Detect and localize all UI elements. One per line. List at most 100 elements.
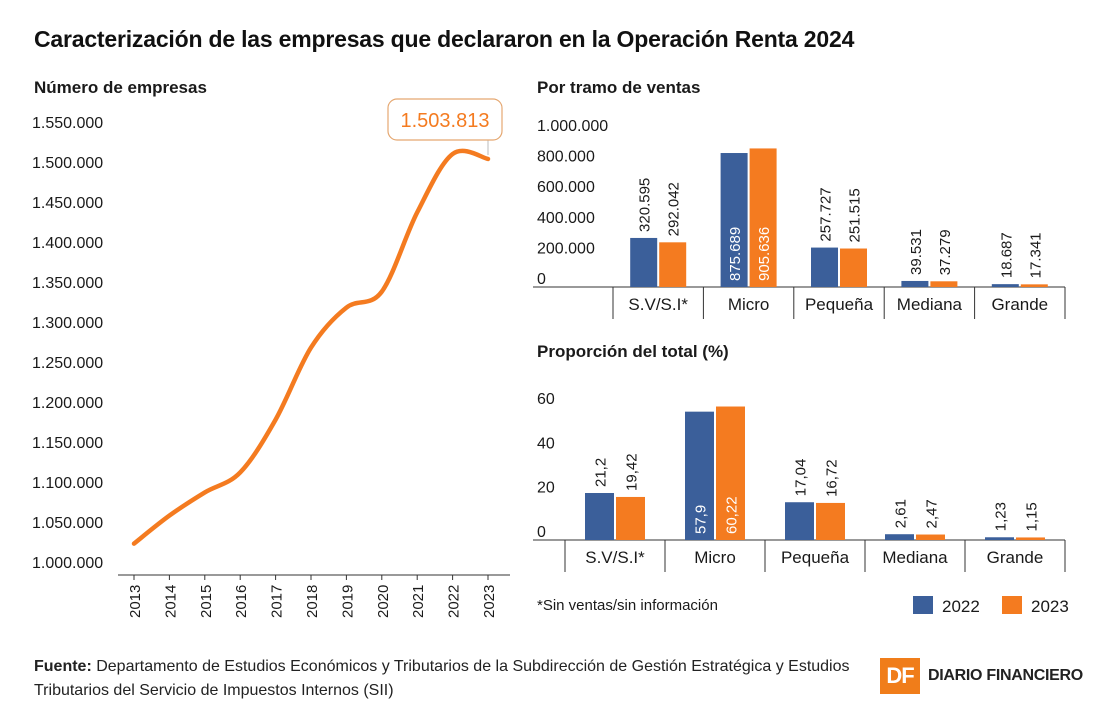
y-tick-label: 1.350.000	[32, 275, 103, 292]
bar-2022-Micro	[685, 411, 714, 540]
bar-2023-S.V/S.I*	[659, 242, 687, 287]
bar-2023-Micro	[716, 406, 745, 540]
bar-data-label: 1,23	[993, 502, 1010, 531]
legend-swatch-2022	[913, 596, 933, 614]
page-title: Caracterización de las empresas que decl…	[34, 26, 855, 52]
x-tick-label: 2022	[446, 585, 463, 618]
source-note: Fuente: Departamento de Estudios Económi…	[34, 655, 854, 703]
legend-label-2022: 2022	[942, 597, 980, 616]
x-tick-label: 2021	[410, 585, 427, 618]
bar-2022-Micro	[720, 153, 748, 287]
charts-canvas: Número de empresas 1.000.000 1.050.000 1.10…	[32, 78, 1069, 618]
bar-data-label: 905.636	[756, 227, 773, 281]
category-label: Grande	[987, 548, 1044, 567]
source-text: Departamento de Estudios Económicos y Tr…	[34, 658, 850, 699]
bar-chart-title: Por tramo de ventas	[537, 78, 700, 97]
bar-data-label: 17,04	[793, 459, 810, 497]
x-tick-label: 2016	[233, 585, 250, 618]
y-tick-label: 40	[537, 435, 555, 452]
callout-box	[387, 98, 503, 141]
x-tick-label: 2014	[162, 585, 179, 618]
bar-2023-Grande	[1020, 284, 1048, 287]
bar-2022-Pequeña	[785, 502, 814, 540]
bar-data-label: 17.341	[1027, 232, 1044, 278]
callout-value-label: 1.503.813	[401, 110, 490, 132]
bar-data-label: 875.689	[727, 227, 744, 281]
bar-2022-S.V/S.I*	[630, 237, 658, 287]
legend-label-2023: 2023	[1031, 597, 1069, 616]
legend-swatch-2023	[1002, 596, 1022, 614]
y-tick-label: 400.000	[537, 210, 595, 227]
x-tick-label: 2017	[269, 585, 286, 618]
bar-data-label: 60,22	[724, 496, 741, 534]
y-tick-label: 1.400.000	[32, 235, 103, 252]
bar-2022-Grande	[991, 284, 1019, 287]
y-tick-label: 200.000	[537, 240, 595, 257]
category-label: Mediana	[882, 548, 948, 567]
bar-chart-title: Proporción del total (%)	[537, 342, 729, 361]
y-tick-label: 1.300.000	[32, 315, 103, 332]
bar-2023-Grande	[1016, 537, 1045, 540]
bar-data-label: 320.595	[637, 178, 654, 232]
category-label: Pequeña	[805, 295, 874, 314]
y-tick-label: 1.450.000	[32, 195, 103, 212]
y-tick-label: 1.100.000	[32, 475, 103, 492]
y-tick-label: 1.550.000	[32, 115, 103, 132]
y-tick-label: 600.000	[537, 179, 595, 196]
category-label: S.V/S.I*	[585, 548, 645, 567]
x-tick-label: 2019	[339, 585, 356, 618]
bar-data-label: 18.687	[998, 232, 1015, 278]
category-label: Pequeña	[781, 548, 850, 567]
bar-data-label: 37.279	[937, 229, 954, 275]
category-label: S.V/S.I*	[628, 295, 688, 314]
bar-data-label: 292.042	[666, 182, 683, 236]
bar-data-label: 21,2	[593, 458, 610, 487]
y-tick-label: 60	[537, 391, 555, 408]
y-tick-label: 20	[537, 480, 555, 497]
category-label: Micro	[694, 548, 736, 567]
y-tick-label: 1.500.000	[32, 155, 103, 172]
x-tick-label: 2023	[481, 585, 498, 618]
bar-data-label: 39.531	[908, 229, 925, 275]
bar-2022-Mediana	[901, 280, 929, 287]
y-tick-label: 0	[537, 271, 546, 288]
x-tick-label: 2020	[375, 585, 392, 618]
bar-2022-Mediana	[885, 534, 914, 540]
bar-data-label: 2,61	[893, 499, 910, 528]
bar-data-label: 2,47	[924, 499, 941, 528]
y-tick-label: 0	[537, 524, 546, 541]
bar-data-label: 16,72	[824, 459, 841, 497]
diario-financiero-logo: DF DIARIO FINANCIERO	[880, 658, 1083, 694]
footnote: *Sin ventas/sin información	[537, 597, 718, 614]
y-tick-label: 1.000.000	[537, 118, 608, 135]
y-tick-label: 1.050.000	[32, 515, 103, 532]
x-tick-label: 2018	[304, 585, 321, 618]
category-label: Mediana	[897, 295, 963, 314]
y-tick-label: 1.250.000	[32, 355, 103, 372]
source-label: Fuente:	[34, 658, 92, 675]
logo-mark: DF	[880, 658, 920, 694]
x-tick-label: 2015	[198, 585, 215, 618]
y-tick-label: 1.150.000	[32, 435, 103, 452]
bar-2023-Pequeña	[840, 248, 867, 287]
y-tick-label: 1.200.000	[32, 395, 103, 412]
bar-2023-Micro	[749, 148, 777, 287]
y-tick-label: 800.000	[537, 149, 595, 166]
bar-2022-S.V/S.I*	[585, 493, 614, 540]
category-label: Grande	[991, 295, 1048, 314]
category-label: Micro	[728, 295, 770, 314]
bar-2022-Grande	[985, 537, 1014, 540]
line-series-numero-empresas	[131, 148, 491, 546]
bar-2023-Mediana	[916, 534, 945, 540]
line-chart-title: Número de empresas	[34, 78, 207, 97]
bar-2023-Pequeña	[816, 502, 845, 540]
bar-data-label: 251.515	[847, 188, 864, 242]
bar-data-label: 1,15	[1024, 502, 1041, 531]
bar-data-label: 257.727	[818, 187, 835, 241]
bar-data-label: 19,42	[624, 453, 641, 491]
x-tick-label: 2013	[127, 585, 144, 618]
bar-2022-Pequeña	[811, 247, 838, 287]
logo-name: DIARIO FINANCIERO	[928, 667, 1083, 684]
bar-data-label: 57,9	[693, 505, 710, 534]
bar-2023-S.V/S.I*	[616, 496, 645, 540]
